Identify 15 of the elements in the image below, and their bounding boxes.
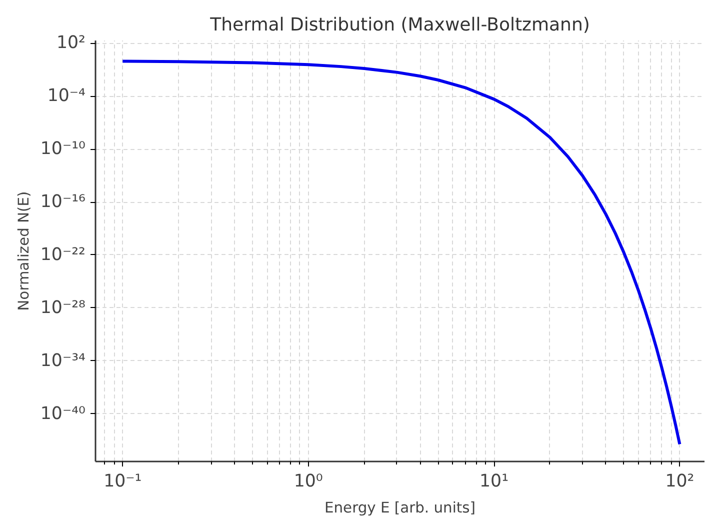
x-tick-label: 10⁻¹	[104, 472, 142, 492]
x-tick-label: 10¹	[480, 472, 509, 492]
y-axis-title: Normalized N(E)	[15, 191, 32, 311]
y-tick-label: 10⁻⁴	[47, 86, 86, 106]
x-tick-label: 10²	[665, 472, 694, 492]
y-tick-label: 10⁻⁴⁰	[40, 404, 86, 424]
y-tick-label: 10⁻¹⁶	[40, 192, 86, 212]
y-tick-label: 10⁻¹⁰	[40, 139, 86, 160]
chart-title: Thermal Distribution (Maxwell-Boltzmann)	[209, 14, 590, 36]
y-tick-label: 10⁻²²	[40, 244, 86, 265]
y-tick-label: 10⁻³⁴	[40, 350, 86, 371]
x-axis-title: Energy E [arb. units]	[324, 500, 476, 516]
x-tick-label: 10⁰	[294, 472, 323, 492]
y-tick-label: 10⁻²⁸	[40, 298, 86, 318]
y-tick-label: 10²	[56, 33, 86, 54]
